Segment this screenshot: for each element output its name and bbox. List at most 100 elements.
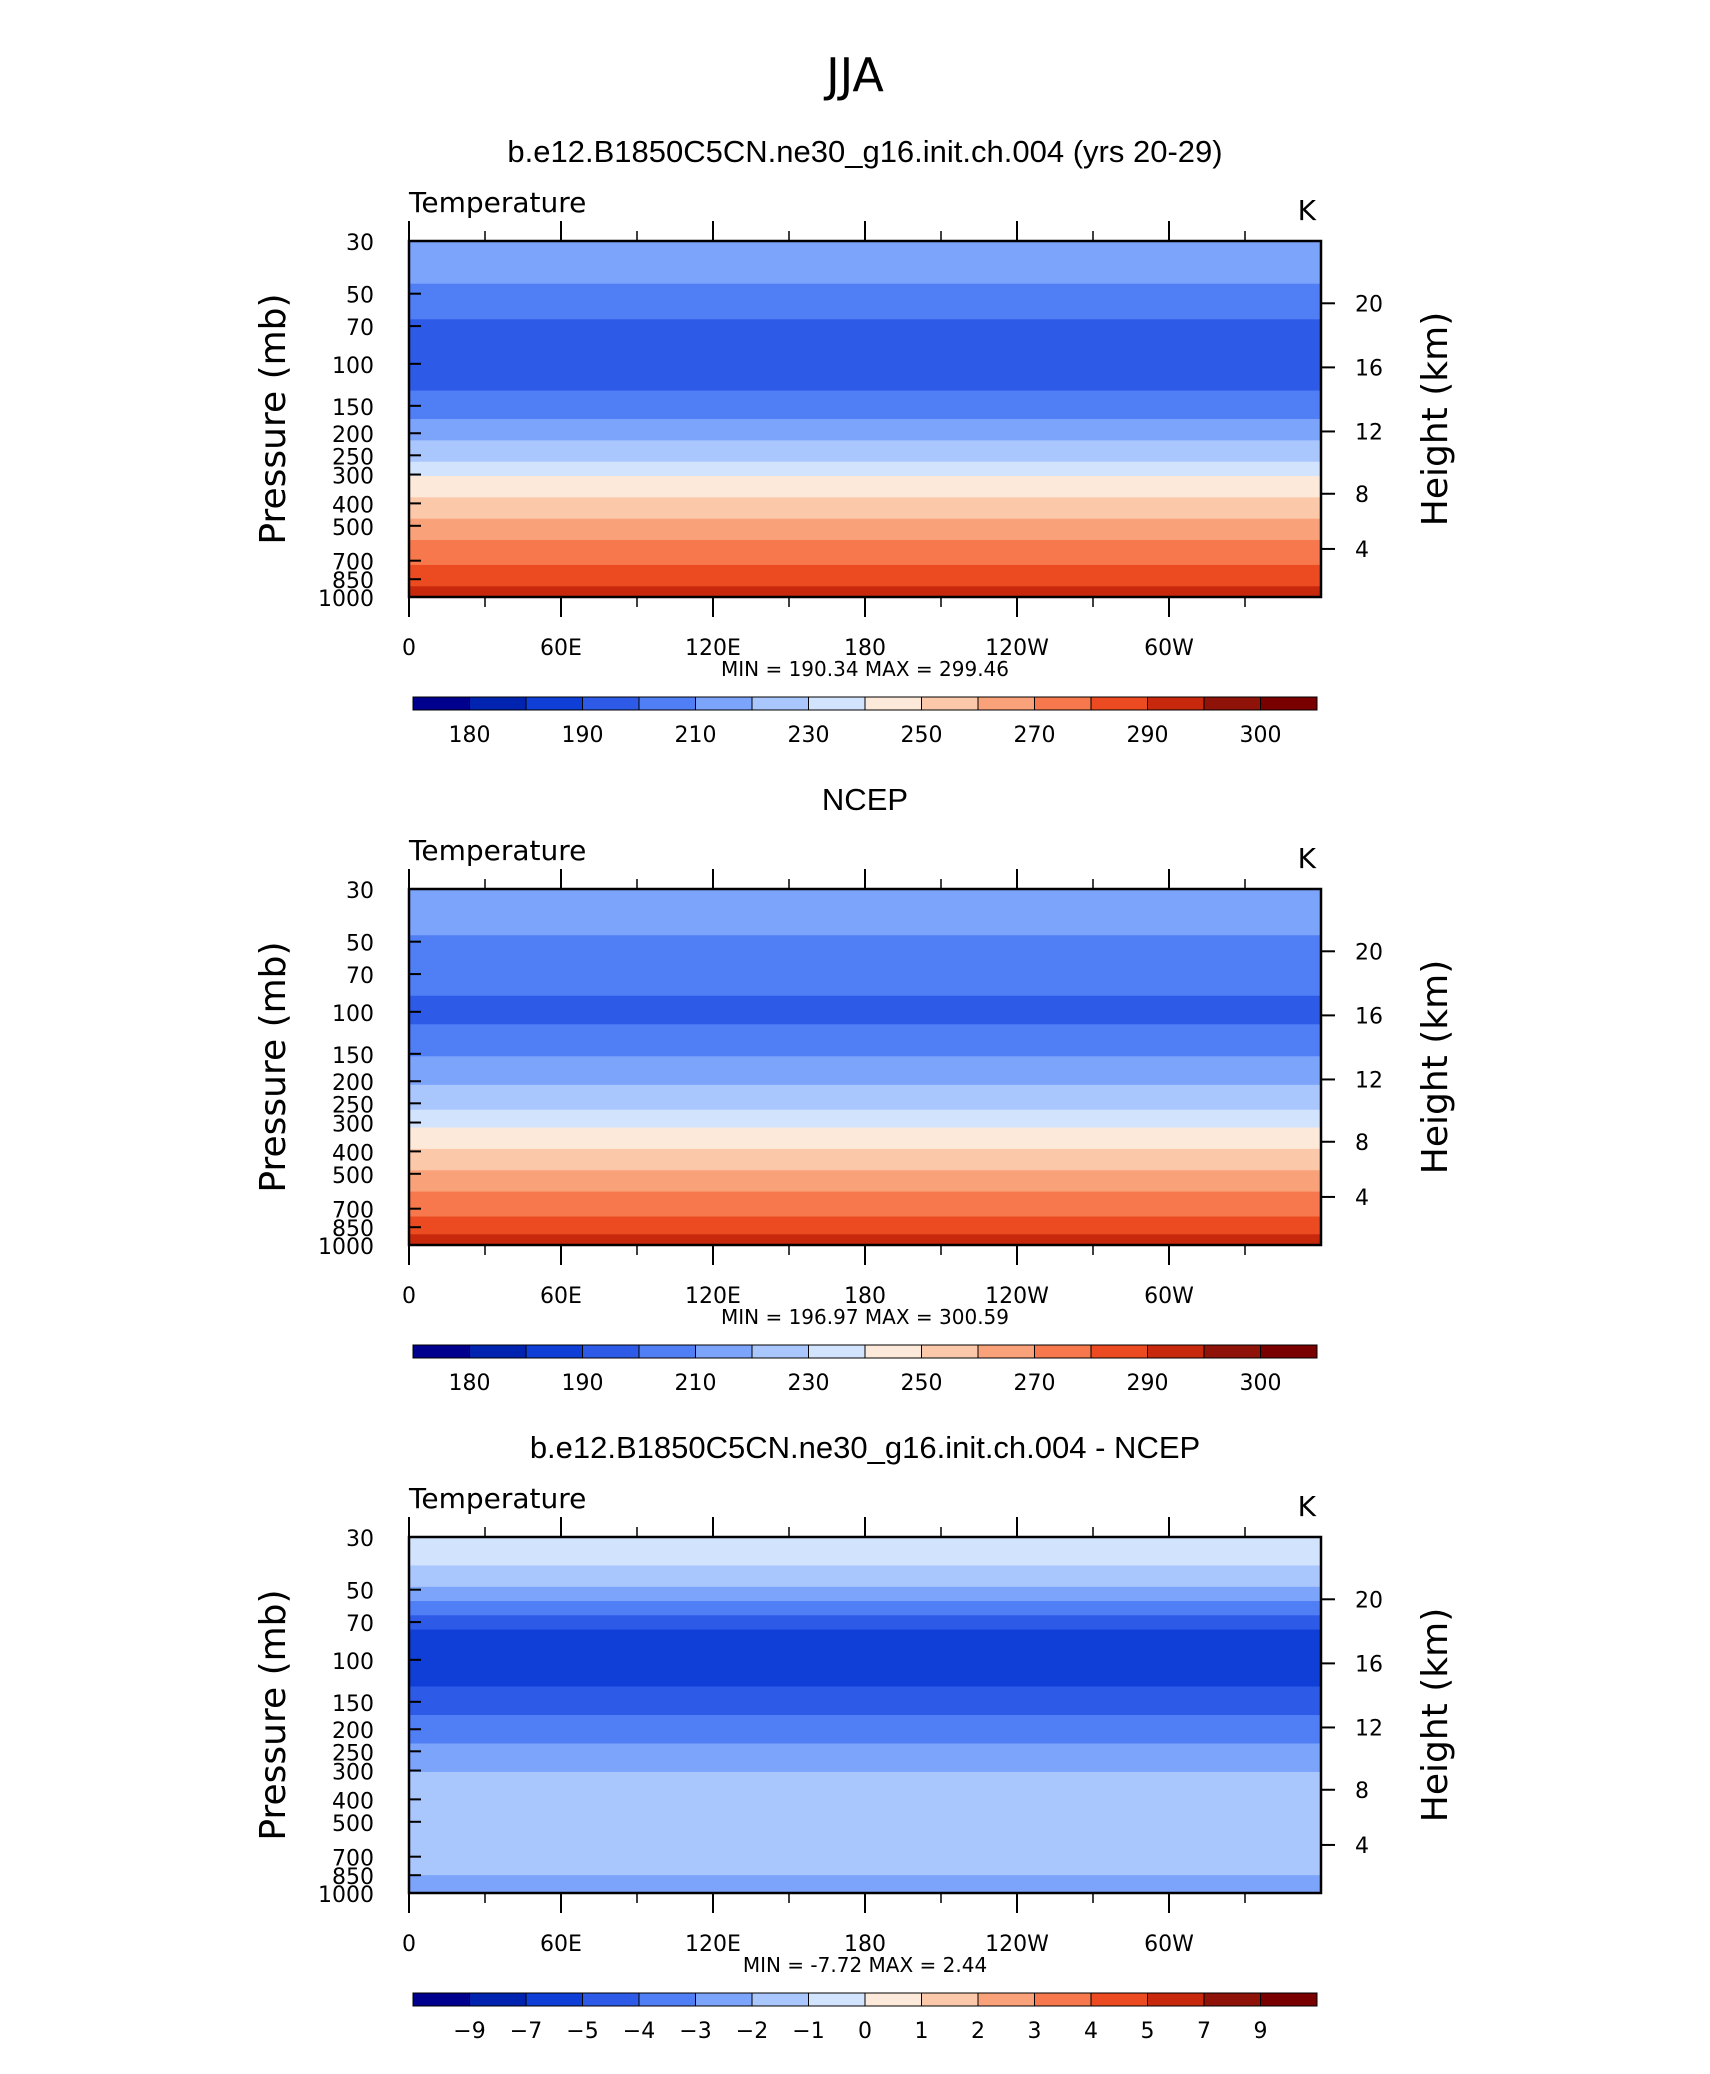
contour-band-9	[409, 1148, 1321, 1171]
colorbar-label: 290	[1127, 1371, 1169, 1396]
colorbar-box	[751, 1992, 809, 2007]
y-axis-right: 20 16 12 8 4	[1321, 940, 1383, 1211]
contour-band-1	[409, 241, 1321, 285]
y-tick-label: 300	[332, 1113, 374, 1138]
panel-1: b.e12.B1850C5CN.ne30_g16.init.ch.004 (yr…	[253, 134, 1456, 748]
colorbar-box	[808, 696, 866, 711]
colorbar-box	[469, 1344, 527, 1359]
contour-band-4	[409, 390, 1321, 420]
colorbar-label: 180	[449, 1371, 491, 1396]
contour-band-8	[409, 475, 1321, 498]
x-tick-label: 0	[402, 636, 416, 661]
colorbar-box	[1260, 696, 1318, 711]
contour-band-2	[409, 1565, 1321, 1588]
contour-band-3	[409, 995, 1321, 1025]
contour-band-6	[409, 440, 1321, 463]
x-tick-label: 60E	[540, 636, 582, 661]
y-tick-label: 150	[332, 1044, 374, 1069]
colorbar-label: 270	[1014, 723, 1056, 748]
x-tick-label: 60W	[1144, 1284, 1194, 1309]
y-tick-label: 30	[346, 1527, 374, 1552]
x-tick-label: 120W	[985, 1932, 1049, 1957]
colorbar-box	[1203, 1992, 1261, 2007]
contour-band-4	[409, 1024, 1321, 1057]
y-tick-label: 700	[332, 1199, 374, 1224]
colorbar-box	[638, 1344, 696, 1359]
colorbar-box	[1147, 1344, 1205, 1359]
colorbar-label: −4	[623, 2019, 655, 2044]
contour-band-6	[409, 1084, 1321, 1111]
colorbar-box	[751, 1344, 809, 1359]
colorbar-label: 3	[1028, 2019, 1042, 2044]
colorbar-label: −7	[510, 2019, 542, 2044]
y-tick-label: 150	[332, 1692, 374, 1717]
y-tick-label: 1000	[318, 1883, 374, 1908]
y-tick-label: 100	[332, 1002, 374, 1027]
y-tick-label: 300	[332, 1761, 374, 1786]
colorbar-box	[638, 1992, 696, 2007]
colorbar-box	[921, 696, 979, 711]
y-tick-label: 300	[332, 465, 374, 490]
colorbar-box	[1260, 1344, 1318, 1359]
y-tick-label: 200	[332, 1071, 374, 1096]
x-axis: 0 60E 120E 180 120W 60W	[402, 221, 1246, 661]
y-tick-label: 70	[346, 964, 374, 989]
panel-3: b.e12.B1850C5CN.ne30_g16.init.ch.004 - N…	[253, 1430, 1456, 2044]
x-tick-label: 120W	[985, 1284, 1049, 1309]
height-tick-label: 20	[1355, 940, 1383, 965]
min-max-label: MIN = 196.97 MAX = 300.59	[721, 1305, 1009, 1329]
colorbar-box	[977, 1344, 1035, 1359]
contour-band-9	[409, 1743, 1321, 1773]
y-tick-label: 1000	[318, 587, 374, 612]
height-tick-label: 16	[1355, 356, 1383, 381]
y-tick-label: 850	[332, 1217, 374, 1242]
height-tick-label: 20	[1355, 1588, 1383, 1613]
y-axis-right: 20 16 12 8 4	[1321, 1588, 1383, 1859]
x-tick-label: 0	[402, 1932, 416, 1957]
colorbar-label: 300	[1240, 1371, 1282, 1396]
y-tick-label: 50	[346, 284, 374, 309]
contour-band-1	[409, 889, 1321, 936]
height-tick-label: 8	[1355, 483, 1369, 508]
contour-band-10	[409, 1771, 1321, 1876]
colorbar-label: 250	[901, 723, 943, 748]
height-tick-label: 16	[1355, 1652, 1383, 1677]
colorbar-box	[1260, 1992, 1318, 2007]
colorbar-box	[525, 1992, 583, 2007]
x-tick-label: 120E	[685, 1932, 741, 1957]
y-axis-title: Pressure (mb)	[253, 293, 294, 544]
contour-field	[409, 1537, 1321, 1894]
colorbar-box	[751, 696, 809, 711]
contour-band-5	[409, 1615, 1321, 1631]
height-tick-label: 16	[1355, 1004, 1383, 1029]
height-tick-label: 8	[1355, 1131, 1369, 1156]
contour-band-2	[409, 935, 1321, 997]
units-label: K	[1298, 1490, 1317, 1523]
colorbar-box	[412, 1992, 470, 2007]
contour-band-11	[409, 1875, 1321, 1894]
contour-band-13	[409, 1234, 1321, 1246]
contour-band-7	[409, 461, 1321, 477]
y-tick-label: 400	[332, 1141, 374, 1166]
colorbar-label: −1	[792, 2019, 824, 2044]
colorbar-label: 230	[788, 723, 830, 748]
y-tick-label: 700	[332, 1847, 374, 1872]
contour-band-5	[409, 1056, 1321, 1086]
y-tick-label: 70	[346, 1612, 374, 1637]
colorbar-label: 0	[858, 2019, 872, 2044]
colorbar-box	[864, 696, 922, 711]
colorbar-label: 9	[1254, 2019, 1268, 2044]
colorbar-box	[525, 696, 583, 711]
variable-label: Temperature	[408, 186, 586, 219]
x-tick-label: 120W	[985, 636, 1049, 661]
y-tick-label: 850	[332, 1865, 374, 1890]
colorbar: 180 190 210 230 250 270 290 300	[412, 696, 1318, 748]
colorbar-box	[864, 1344, 922, 1359]
panels: b.e12.B1850C5CN.ne30_g16.init.ch.004 (yr…	[253, 134, 1456, 2044]
y-tick-label: 100	[332, 354, 374, 379]
y-tick-label: 500	[332, 516, 374, 541]
y-tick-label: 500	[332, 1812, 374, 1837]
colorbar-label: −2	[736, 2019, 768, 2044]
colorbar-box	[469, 696, 527, 711]
